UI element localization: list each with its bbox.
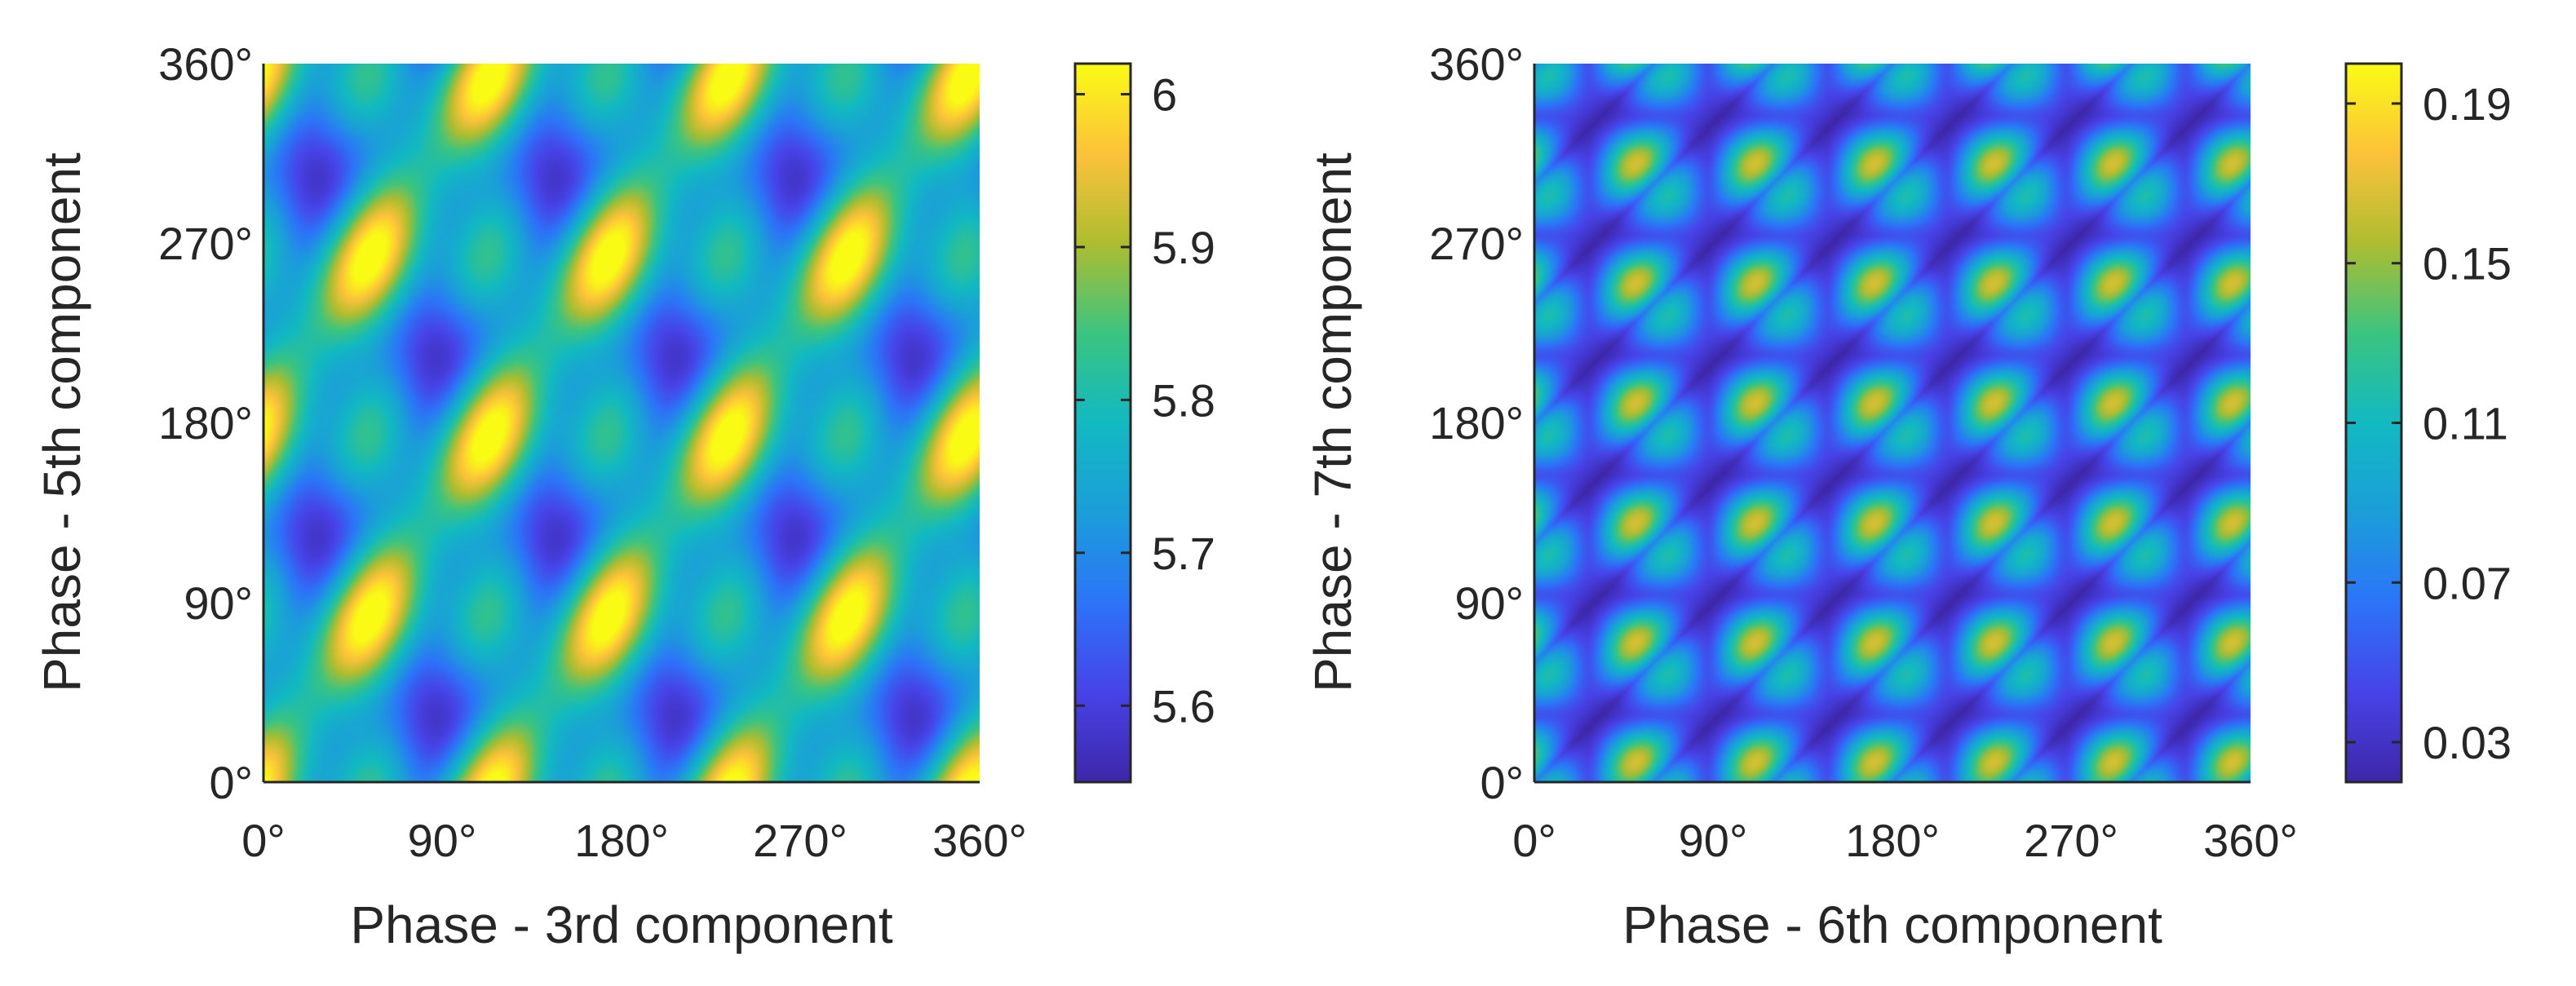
- right-panel: 0° 90° 180° 270° 360° 0° 90° 180° 270° 3…: [1303, 38, 2512, 954]
- left-x-tick-label: 0°: [241, 815, 285, 866]
- left-y-tick-label: 360°: [158, 38, 253, 90]
- right-y-tick-label: 90°: [1454, 577, 1524, 629]
- right-y-tick-label: 270°: [1429, 218, 1524, 269]
- colorbar-tick-label: 0.07: [2423, 557, 2512, 608]
- colorbar-tick-label: 5.6: [1152, 680, 1215, 732]
- left-colorbar-ticks: 5.6 5.7 5.8 5.9 6: [1075, 69, 1215, 732]
- right-heatmap: [1534, 64, 2251, 782]
- left-x-tick-label: 360°: [932, 815, 1027, 866]
- right-y-axis-title: Phase - 7th component: [1303, 153, 1362, 692]
- left-y-tick-label: 0°: [209, 757, 253, 808]
- colorbar-tick-label: 6: [1152, 69, 1177, 120]
- left-colorbar-frame: [1073, 62, 1132, 784]
- left-y-axis-title: Phase - 5th component: [33, 153, 91, 692]
- right-x-tick-label: 360°: [2203, 815, 2298, 866]
- colorbar-tick-label: 5.7: [1152, 528, 1215, 579]
- right-heatmap-container: [1534, 64, 2251, 782]
- right-colorbar-ticks: 0.03 0.07 0.11 0.15 0.19: [2346, 78, 2512, 768]
- colorbar-tick-label: 0.03: [2423, 717, 2512, 768]
- colorbar-tick-label: 5.9: [1152, 222, 1215, 273]
- colorbar-tick-label: 0.19: [2423, 78, 2512, 130]
- colorbar-tick-label: 5.8: [1152, 374, 1215, 426]
- colorbar-tick-label: 0.11: [2423, 398, 2508, 449]
- right-x-tick-label: 270°: [2024, 815, 2118, 866]
- left-y-tick-label: 270°: [158, 218, 253, 269]
- left-x-axis-title: Phase - 3rd component: [350, 895, 893, 954]
- left-x-tick-label: 180°: [574, 815, 669, 866]
- left-heatmap: [263, 64, 980, 782]
- left-colorbar: [1075, 64, 1131, 782]
- left-y-tick-label: 180°: [158, 397, 253, 449]
- right-y-tick-label: 0°: [1480, 757, 1524, 808]
- left-x-tick-label: 270°: [753, 815, 848, 866]
- left-y-tick-label: 90°: [184, 577, 253, 629]
- colorbar-tick-label: 0.15: [2423, 238, 2512, 290]
- right-y-tick-label: 360°: [1429, 38, 1524, 90]
- left-panel: 0° 90° 180° 270° 360° 0° 90° 180° 270° 3…: [33, 38, 1215, 954]
- left-heatmap-container: [263, 64, 980, 782]
- right-x-tick-label: 90°: [1679, 815, 1748, 866]
- left-x-tick-label: 90°: [408, 815, 477, 866]
- right-x-axis-title: Phase - 6th component: [1622, 895, 2162, 954]
- right-x-tick-label: 0°: [1512, 815, 1556, 866]
- right-y-tick-label: 180°: [1429, 397, 1524, 449]
- right-x-tick-label: 180°: [1845, 815, 1940, 866]
